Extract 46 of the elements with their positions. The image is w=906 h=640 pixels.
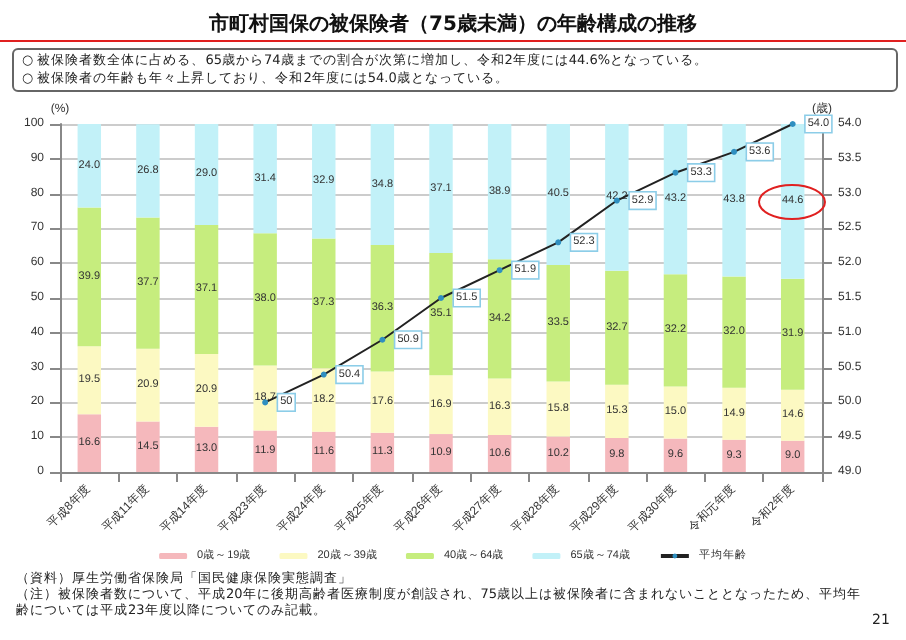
bar	[780, 278, 805, 390]
bar	[722, 276, 746, 388]
bar	[546, 381, 570, 437]
bar	[780, 389, 805, 441]
bar	[194, 224, 219, 355]
bar	[253, 365, 277, 431]
bar	[429, 124, 453, 254]
bar	[487, 259, 512, 379]
bar	[429, 253, 453, 376]
bar	[136, 124, 160, 218]
bar	[370, 124, 395, 246]
bar	[253, 233, 277, 366]
bar	[136, 348, 160, 422]
bar	[312, 368, 336, 432]
bar	[194, 354, 219, 427]
bar	[546, 124, 570, 265]
bar	[253, 430, 277, 472]
bar	[605, 384, 629, 438]
bar	[663, 274, 688, 387]
bar	[370, 245, 395, 372]
bar	[312, 238, 336, 369]
bar	[77, 124, 102, 208]
bar	[605, 437, 629, 472]
bar	[77, 346, 102, 415]
bar	[546, 264, 570, 382]
bar	[487, 124, 512, 260]
bar	[77, 207, 102, 347]
bar	[780, 124, 805, 279]
chart-title: 市町村国保の被保険者（75歳未満）の年齢構成の推移	[207, 10, 699, 38]
bar	[136, 421, 160, 472]
bar	[663, 124, 688, 275]
bar	[136, 217, 160, 349]
bar	[722, 124, 746, 277]
bar	[663, 386, 688, 439]
bar	[487, 378, 512, 436]
bar	[429, 375, 453, 435]
bar	[429, 434, 453, 472]
bar	[722, 439, 746, 472]
bar	[370, 371, 395, 433]
bar	[605, 124, 629, 271]
bar	[312, 124, 336, 239]
bar	[722, 387, 746, 440]
bar	[605, 270, 629, 385]
bar	[253, 124, 277, 234]
bar	[194, 124, 219, 225]
bar	[77, 414, 102, 472]
